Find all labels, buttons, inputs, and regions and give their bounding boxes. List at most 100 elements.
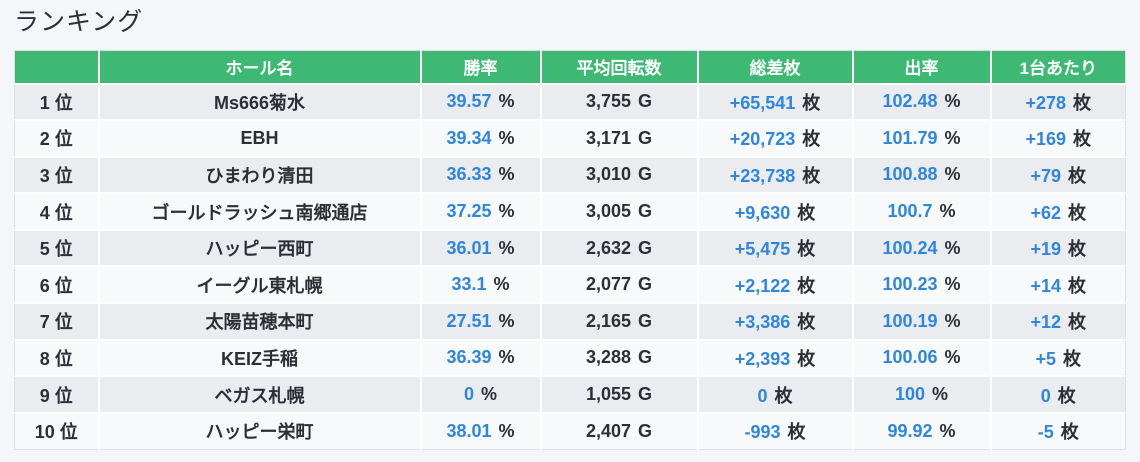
column-header-rank	[14, 50, 99, 84]
cell-payout: 101.79%	[851, 119, 991, 157]
total_diff-unit-label: 枚	[797, 275, 816, 296]
payout-unit-label: %	[944, 237, 961, 258]
avg_spins-unit-label: G	[638, 420, 653, 441]
cell-payout: 100.88%	[851, 155, 991, 194]
cell-hall: EBH	[97, 119, 421, 157]
cell-total_diff: +2,393 枚	[696, 338, 853, 377]
table-header-row: ホール名 勝率 平均回転数 総差枚 出率 1台あたり	[14, 50, 1126, 84]
avg_spins-unit-label: G	[638, 384, 653, 405]
cell-avg_spins: 2,632 G	[539, 228, 698, 267]
ranking-table: ホール名 勝率 平均回転数 総差枚 出率 1台あたり 1 位 Ms666菊水 39.57% 3,7…	[14, 50, 1126, 450]
cell-avg_spins: 2,407 G	[539, 411, 698, 450]
total_diff-unit-label: 枚	[787, 422, 806, 443]
per_machine-unit-label: 枚	[1068, 239, 1087, 260]
rank-unit-label: 位	[54, 239, 73, 260]
hall-value: ゴールドラッシュ南郷通店	[151, 202, 368, 223]
payout-unit-label: %	[944, 347, 961, 368]
total_diff-unit-label: 枚	[797, 348, 816, 369]
cell-per_machine: +278 枚	[989, 82, 1126, 121]
cell-hall: ハッピー栄町	[97, 411, 421, 450]
cell-per_machine: +5 枚	[989, 338, 1126, 377]
rank-unit-label: 位	[54, 92, 73, 113]
avg_spins-value: 3,010	[585, 164, 632, 185]
hall-value: ひまわり清田	[205, 165, 314, 186]
per_machine-value: +169	[1025, 129, 1067, 150]
hall-value: KEIZ手稲	[220, 348, 298, 369]
avg_spins-unit-label: G	[638, 237, 653, 258]
avg_spins-unit-label: G	[638, 164, 653, 185]
total_diff-value: +65,541	[729, 92, 796, 113]
rank-value: 1	[39, 92, 50, 113]
column-header-total_diff: 総差枚	[696, 50, 853, 84]
per_machine-value: +5	[1035, 348, 1057, 369]
total_diff-unit-label: 枚	[802, 129, 821, 150]
per_machine-unit-label: 枚	[1057, 385, 1076, 406]
column-header-hall: ホール名	[97, 50, 421, 84]
win_rate-value: 39.34	[446, 127, 492, 148]
payout-unit-label: %	[944, 91, 961, 112]
per_machine-unit-label: 枚	[1073, 129, 1092, 150]
total_diff-unit-label: 枚	[797, 239, 816, 260]
per_machine-unit-label: 枚	[1073, 92, 1092, 113]
cell-win_rate: 38.01%	[419, 411, 541, 450]
cell-payout: 99.92%	[851, 411, 991, 450]
cell-total_diff: +65,541 枚	[696, 82, 853, 121]
rank-unit-label: 位	[54, 165, 73, 186]
total_diff-value: +9,630	[734, 202, 791, 223]
rank-unit-label: 位	[54, 202, 73, 223]
ranking-page: ランキング ホール名 勝率 平均回転数 総差枚 出率 1台あたり 1 位 Ms666菊水 39.…	[14, 8, 1126, 450]
total_diff-unit-label: 枚	[802, 165, 821, 186]
win_rate-value: 36.33	[446, 164, 492, 185]
table-row: 6 位 イーグル東札幌 33.1% 2,077 G +2,122 枚 100.23% +14 枚	[14, 265, 1126, 304]
rank-value: 9	[39, 385, 50, 406]
column-header-avg_spins: 平均回転数	[539, 50, 698, 84]
cell-avg_spins: 2,077 G	[539, 265, 698, 304]
payout-value: 100	[894, 384, 926, 405]
win_rate-value: 39.57	[446, 91, 492, 112]
total_diff-unit-label: 枚	[797, 202, 816, 223]
win_rate-value: 36.39	[446, 347, 492, 368]
payout-value: 100.7	[887, 201, 933, 222]
avg_spins-value: 3,005	[585, 201, 632, 222]
payout-unit-label: %	[939, 201, 956, 222]
rank-value: 4	[39, 202, 50, 223]
avg_spins-unit-label: G	[638, 91, 653, 112]
cell-avg_spins: 3,288 G	[539, 338, 698, 377]
per_machine-unit-label: 枚	[1068, 275, 1087, 296]
cell-per_machine: +169 枚	[989, 119, 1126, 157]
total_diff-unit-label: 枚	[797, 312, 816, 333]
table-row: 9 位ベガス札幌 0% 1,055 G 0 枚 100% 0 枚	[14, 375, 1126, 413]
cell-total_diff: +2,122 枚	[696, 265, 853, 304]
avg_spins-value: 3,288	[585, 347, 632, 368]
total_diff-value: +2,393	[734, 348, 791, 369]
win_rate-unit-label: %	[498, 201, 515, 222]
total_diff-value: +23,738	[729, 165, 796, 186]
cell-win_rate: 0%	[419, 375, 541, 413]
hall-value: ハッピー栄町	[205, 422, 314, 443]
win_rate-value: 37.25	[446, 201, 492, 222]
cell-hall: ゴールドラッシュ南郷通店	[97, 192, 421, 230]
per_machine-value: +79	[1030, 165, 1062, 186]
total_diff-value: -993	[744, 422, 781, 443]
column-header-per_machine: 1台あたり	[989, 50, 1126, 84]
hall-value: ベガス札幌	[214, 385, 305, 406]
cell-win_rate: 37.25%	[419, 192, 541, 230]
total_diff-value: +5,475	[734, 239, 791, 260]
cell-win_rate: 39.57%	[419, 82, 541, 121]
rank-unit-label: 位	[54, 348, 73, 369]
avg_spins-value: 3,755	[585, 91, 632, 112]
cell-win_rate: 39.34%	[419, 119, 541, 157]
cell-total_diff: +23,738 枚	[696, 155, 853, 194]
cell-win_rate: 36.39%	[419, 338, 541, 377]
per_machine-value: +12	[1030, 312, 1062, 333]
cell-total_diff: +20,723 枚	[696, 119, 853, 157]
per_machine-value: +14	[1030, 275, 1062, 296]
avg_spins-value: 3,171	[585, 127, 632, 148]
total_diff-value: +20,723	[729, 129, 796, 150]
avg_spins-unit-label: G	[638, 274, 653, 295]
cell-hall: ベガス札幌	[97, 375, 421, 413]
